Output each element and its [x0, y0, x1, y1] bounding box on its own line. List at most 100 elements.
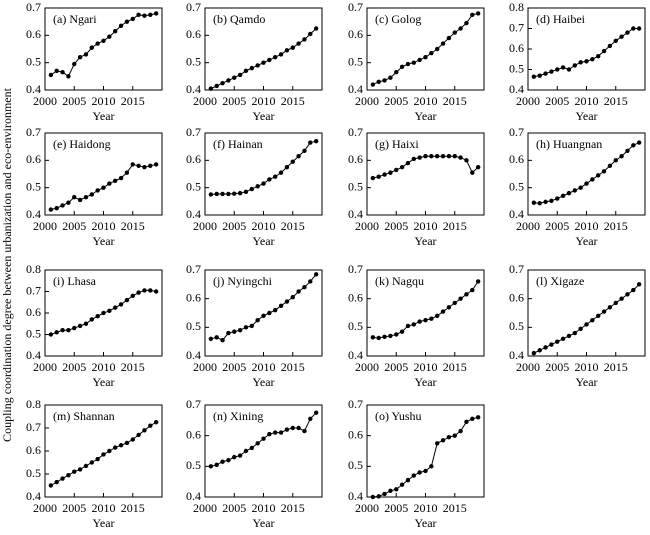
- y-tick-label: 0.4: [509, 348, 524, 362]
- y-tick-label: 0.5: [509, 61, 524, 75]
- point: [470, 416, 475, 421]
- point: [429, 50, 434, 56]
- point: [95, 314, 100, 319]
- x-tick-label: 2000: [355, 219, 379, 233]
- point: [313, 26, 319, 31]
- x-tick-label: 2005: [545, 360, 569, 374]
- point: [596, 313, 601, 319]
- point: [446, 435, 452, 440]
- panel-title: (m) Shannan: [53, 409, 115, 423]
- y-axis-label: Coupling coordination degree between urb…: [0, 87, 14, 442]
- point: [411, 322, 416, 327]
- point: [537, 348, 542, 353]
- point: [388, 488, 393, 494]
- point: [278, 303, 284, 309]
- x-tick-label: 2000: [193, 360, 217, 374]
- point: [273, 307, 278, 313]
- point: [452, 30, 457, 35]
- point: [267, 310, 272, 316]
- y-tick-label: 0.5: [186, 319, 201, 333]
- point: [249, 65, 254, 71]
- y-tick-label: 0.4: [348, 207, 363, 221]
- x-tick-label: 2015: [281, 501, 305, 515]
- x-axis-label: Year: [414, 516, 436, 530]
- point: [101, 310, 106, 316]
- point: [560, 193, 566, 199]
- point: [136, 290, 141, 295]
- point: [148, 12, 153, 18]
- point: [543, 71, 548, 76]
- point: [60, 328, 65, 333]
- x-tick-label: 2005: [62, 501, 86, 515]
- point: [394, 332, 399, 337]
- point: [290, 425, 295, 431]
- point: [232, 75, 237, 80]
- point: [273, 430, 278, 435]
- point: [255, 441, 260, 446]
- y-tick-label: 0.6: [186, 427, 201, 441]
- y-tick-label: 0.4: [26, 348, 41, 362]
- point: [435, 441, 440, 446]
- y-tick-label: 0.6: [26, 305, 41, 319]
- point: [394, 167, 399, 173]
- point: [531, 200, 537, 205]
- point: [636, 140, 642, 145]
- point: [72, 195, 77, 200]
- y-tick-label: 0.4: [26, 82, 41, 96]
- point: [148, 163, 153, 168]
- point: [89, 317, 95, 322]
- point: [136, 163, 141, 168]
- point: [555, 339, 560, 344]
- point: [382, 491, 387, 497]
- x-tick-label: 2000: [33, 360, 57, 374]
- point: [107, 34, 112, 39]
- point: [89, 45, 95, 50]
- x-tick-label: 2000: [33, 219, 57, 233]
- y-tick-label: 0.6: [509, 41, 524, 55]
- y-tick-label: 0.6: [26, 27, 41, 41]
- point: [560, 65, 566, 70]
- point: [226, 191, 231, 197]
- point: [95, 41, 100, 46]
- point: [636, 282, 642, 287]
- point: [60, 70, 65, 75]
- point: [72, 469, 77, 474]
- point: [130, 16, 135, 22]
- point: [313, 139, 319, 144]
- point: [560, 336, 566, 341]
- point: [423, 55, 428, 60]
- point: [226, 330, 231, 336]
- point: [237, 72, 243, 78]
- point: [440, 438, 446, 443]
- point: [308, 279, 313, 284]
- point: [370, 335, 376, 340]
- point: [440, 154, 446, 159]
- point: [255, 63, 260, 68]
- x-tick-label: 2000: [355, 501, 379, 515]
- point: [566, 333, 572, 339]
- point: [284, 164, 290, 170]
- x-axis-label: Year: [252, 234, 274, 248]
- point: [446, 35, 452, 41]
- point: [124, 170, 130, 175]
- y-tick-label: 0.7: [186, 125, 201, 139]
- point: [423, 468, 428, 474]
- point: [601, 48, 607, 54]
- point: [619, 34, 624, 39]
- point: [572, 188, 577, 193]
- x-axis-label: Year: [575, 109, 597, 123]
- series-line: [372, 155, 479, 179]
- x-tick-label: 2010: [575, 360, 599, 374]
- point: [411, 60, 416, 65]
- panel-title: (l) Xigaze: [536, 274, 584, 288]
- point: [382, 172, 387, 177]
- x-tick-label: 2010: [92, 94, 116, 108]
- point: [83, 195, 89, 200]
- point: [549, 198, 554, 203]
- point: [66, 200, 71, 205]
- point: [423, 154, 428, 159]
- point: [296, 154, 301, 159]
- panel-title: (c) Golog: [375, 12, 421, 26]
